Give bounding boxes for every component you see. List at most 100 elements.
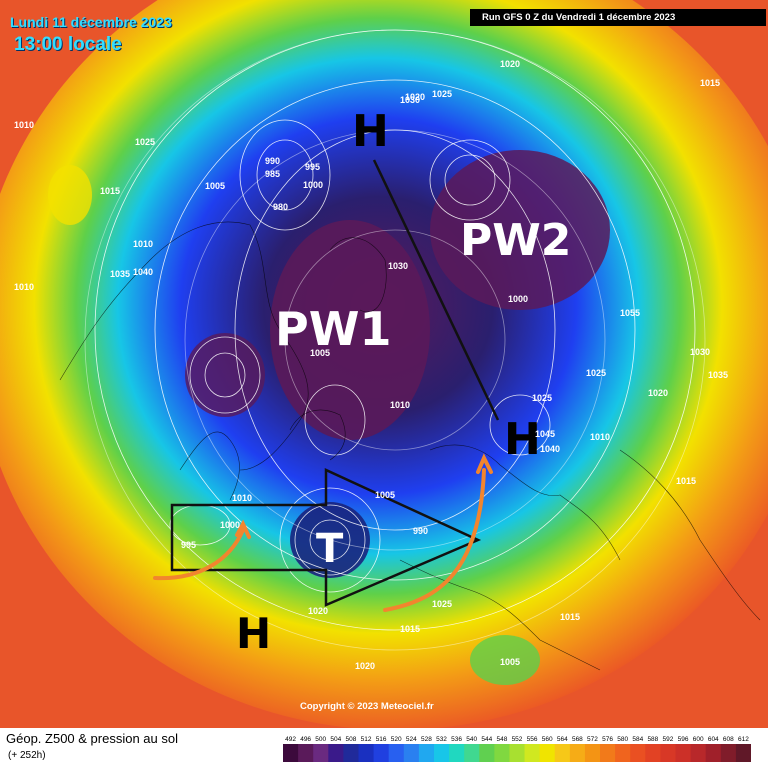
scale-swatch [328, 744, 344, 762]
isobar-label: 1010 [590, 432, 610, 442]
scale-swatch [388, 744, 405, 762]
isobar-label: 1000 [508, 294, 528, 304]
scale-label: 512 [361, 736, 372, 743]
isobar-label: 1020 [308, 606, 328, 616]
label-high-north: H [352, 106, 389, 157]
scale-swatch [449, 744, 465, 762]
label-high-east: H [504, 414, 541, 465]
scale-swatch [358, 744, 375, 762]
cut-off-low [290, 502, 370, 578]
scale-swatch [373, 744, 390, 762]
isobar-label: 1015 [700, 78, 720, 88]
scale-swatch [464, 744, 480, 762]
isobar-label: 1020 [355, 661, 375, 671]
scale-swatch [479, 744, 495, 762]
scale-label: 552 [512, 736, 523, 743]
scale-label: 556 [527, 736, 538, 743]
scale-swatch [433, 744, 450, 762]
isobar-label: 990 [413, 526, 428, 536]
label-trough: T [316, 526, 344, 572]
isobar-label: 1025 [532, 393, 552, 403]
scale-label: 548 [496, 736, 507, 743]
isobar-label: 1015 [676, 476, 696, 486]
scale-label: 576 [602, 736, 613, 743]
label-high-southwest: H [236, 609, 271, 658]
isobar-label: 1045 [535, 429, 555, 439]
color-scale: 492 496 500 504 508 512 516 520 524 528 532 536 540 5… [283, 736, 751, 762]
vortex-pw2 [430, 150, 610, 310]
scale-label: 524 [406, 736, 417, 743]
scale-label: 496 [300, 736, 311, 743]
weather-map: PW1 PW2 H H H T 101010101025102010301025… [0, 0, 768, 728]
scale-label: 604 [708, 736, 719, 743]
isobar-label: 1000 [303, 180, 323, 190]
scale-swatch [509, 744, 526, 762]
scale-label: 500 [315, 736, 326, 743]
scale-label: 608 [723, 736, 734, 743]
scale-label: 516 [376, 736, 387, 743]
scale-swatch [630, 744, 646, 762]
legend-title: Géop. Z500 & pression au sol [6, 731, 178, 746]
isobar-label: 1005 [500, 657, 520, 667]
isobar-label: 1005 [310, 348, 330, 358]
scale-label: 568 [572, 736, 583, 743]
isobar-label: 1010 [232, 493, 252, 503]
scale-swatch [660, 744, 677, 762]
scale-swatch [705, 744, 722, 762]
scale-swatch [645, 744, 661, 762]
isobar-label: 1015 [400, 624, 420, 634]
run-info: Run GFS 0 Z du Vendredi 1 décembre 2023 [470, 9, 766, 26]
isobar-label: 995 [181, 540, 196, 550]
isobar-label: 985 [265, 169, 280, 179]
isobar-label: 1010 [14, 282, 34, 292]
forecast-date: Lundi 11 décembre 2023 [10, 14, 172, 30]
low-west [185, 333, 265, 417]
scale-label: 564 [557, 736, 568, 743]
scale-label: 536 [451, 736, 462, 743]
scale-swatch [313, 744, 329, 762]
scale-swatch [343, 744, 359, 762]
scale-swatch [539, 744, 556, 762]
green-blob-west [48, 165, 92, 225]
isobar-label: 1015 [560, 612, 580, 622]
isobar-label: 1025 [432, 89, 452, 99]
isobar-label: 1020 [405, 92, 425, 102]
scale-swatch [554, 744, 571, 762]
isobar-label: 1010 [14, 120, 34, 130]
isobar-label: 1035 [110, 269, 130, 279]
scale-label: 588 [647, 736, 658, 743]
scale-label: 580 [617, 736, 628, 743]
isobar-label: 1025 [586, 368, 606, 378]
yellow-blob-europe [470, 635, 540, 685]
scale-swatch [675, 744, 692, 762]
label-pw2: PW2 [460, 215, 571, 266]
isobar-label: 1025 [135, 137, 155, 147]
copyright: Copyright © 2023 Meteociel.fr [300, 701, 434, 712]
isobar-label: 1055 [620, 308, 640, 318]
scale-label: 540 [466, 736, 477, 743]
scale-swatch [418, 744, 435, 762]
flow-arrows [153, 453, 493, 612]
isobar-label: 1030 [400, 95, 420, 105]
scale-swatch [600, 744, 616, 762]
scale-swatch [494, 744, 510, 762]
isobar-label: 1015 [100, 186, 120, 196]
scale-label: 612 [738, 736, 749, 743]
scale-label: 600 [693, 736, 704, 743]
scale-swatch [720, 744, 737, 762]
isobar-label: 1010 [390, 400, 410, 410]
forecast-time: 13:00 locale [14, 34, 122, 55]
isobar-lines [94, 29, 696, 631]
scale-swatch [735, 744, 751, 762]
isobar-label: 1030 [690, 347, 710, 357]
scale-swatch [615, 744, 631, 762]
coastlines [59, 221, 761, 671]
scale-swatch [283, 744, 299, 762]
scale-label: 528 [421, 736, 432, 743]
label-pw1: PW1 [275, 302, 391, 356]
isobar-label: 1025 [432, 599, 452, 609]
scale-label: 584 [632, 736, 643, 743]
isobar-label: 990 [265, 156, 280, 166]
isobar-label: 1005 [205, 181, 225, 191]
